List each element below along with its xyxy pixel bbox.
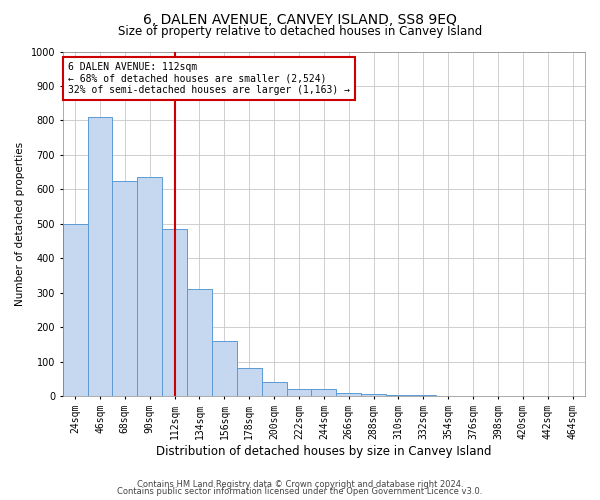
Bar	[112, 180, 137, 396]
Text: Size of property relative to detached houses in Canvey Island: Size of property relative to detached ho…	[118, 25, 482, 38]
X-axis label: Distribution of detached houses by size in Canvey Island: Distribution of detached houses by size …	[156, 444, 491, 458]
Bar	[187, 289, 212, 396]
Bar	[62, 224, 88, 396]
Bar	[336, 392, 361, 396]
Bar	[311, 389, 336, 396]
Text: Contains HM Land Registry data © Crown copyright and database right 2024.: Contains HM Land Registry data © Crown c…	[137, 480, 463, 489]
Bar	[287, 389, 311, 396]
Bar	[237, 368, 262, 396]
Bar	[262, 382, 287, 396]
Bar	[361, 394, 386, 396]
Y-axis label: Number of detached properties: Number of detached properties	[15, 142, 25, 306]
Text: 6, DALEN AVENUE, CANVEY ISLAND, SS8 9EQ: 6, DALEN AVENUE, CANVEY ISLAND, SS8 9EQ	[143, 12, 457, 26]
Bar	[212, 341, 237, 396]
Text: 6 DALEN AVENUE: 112sqm
← 68% of detached houses are smaller (2,524)
32% of semi-: 6 DALEN AVENUE: 112sqm ← 68% of detached…	[68, 62, 350, 95]
Bar	[162, 229, 187, 396]
Bar	[137, 178, 162, 396]
Bar	[386, 395, 411, 396]
Text: Contains public sector information licensed under the Open Government Licence v3: Contains public sector information licen…	[118, 488, 482, 496]
Bar	[88, 117, 112, 396]
